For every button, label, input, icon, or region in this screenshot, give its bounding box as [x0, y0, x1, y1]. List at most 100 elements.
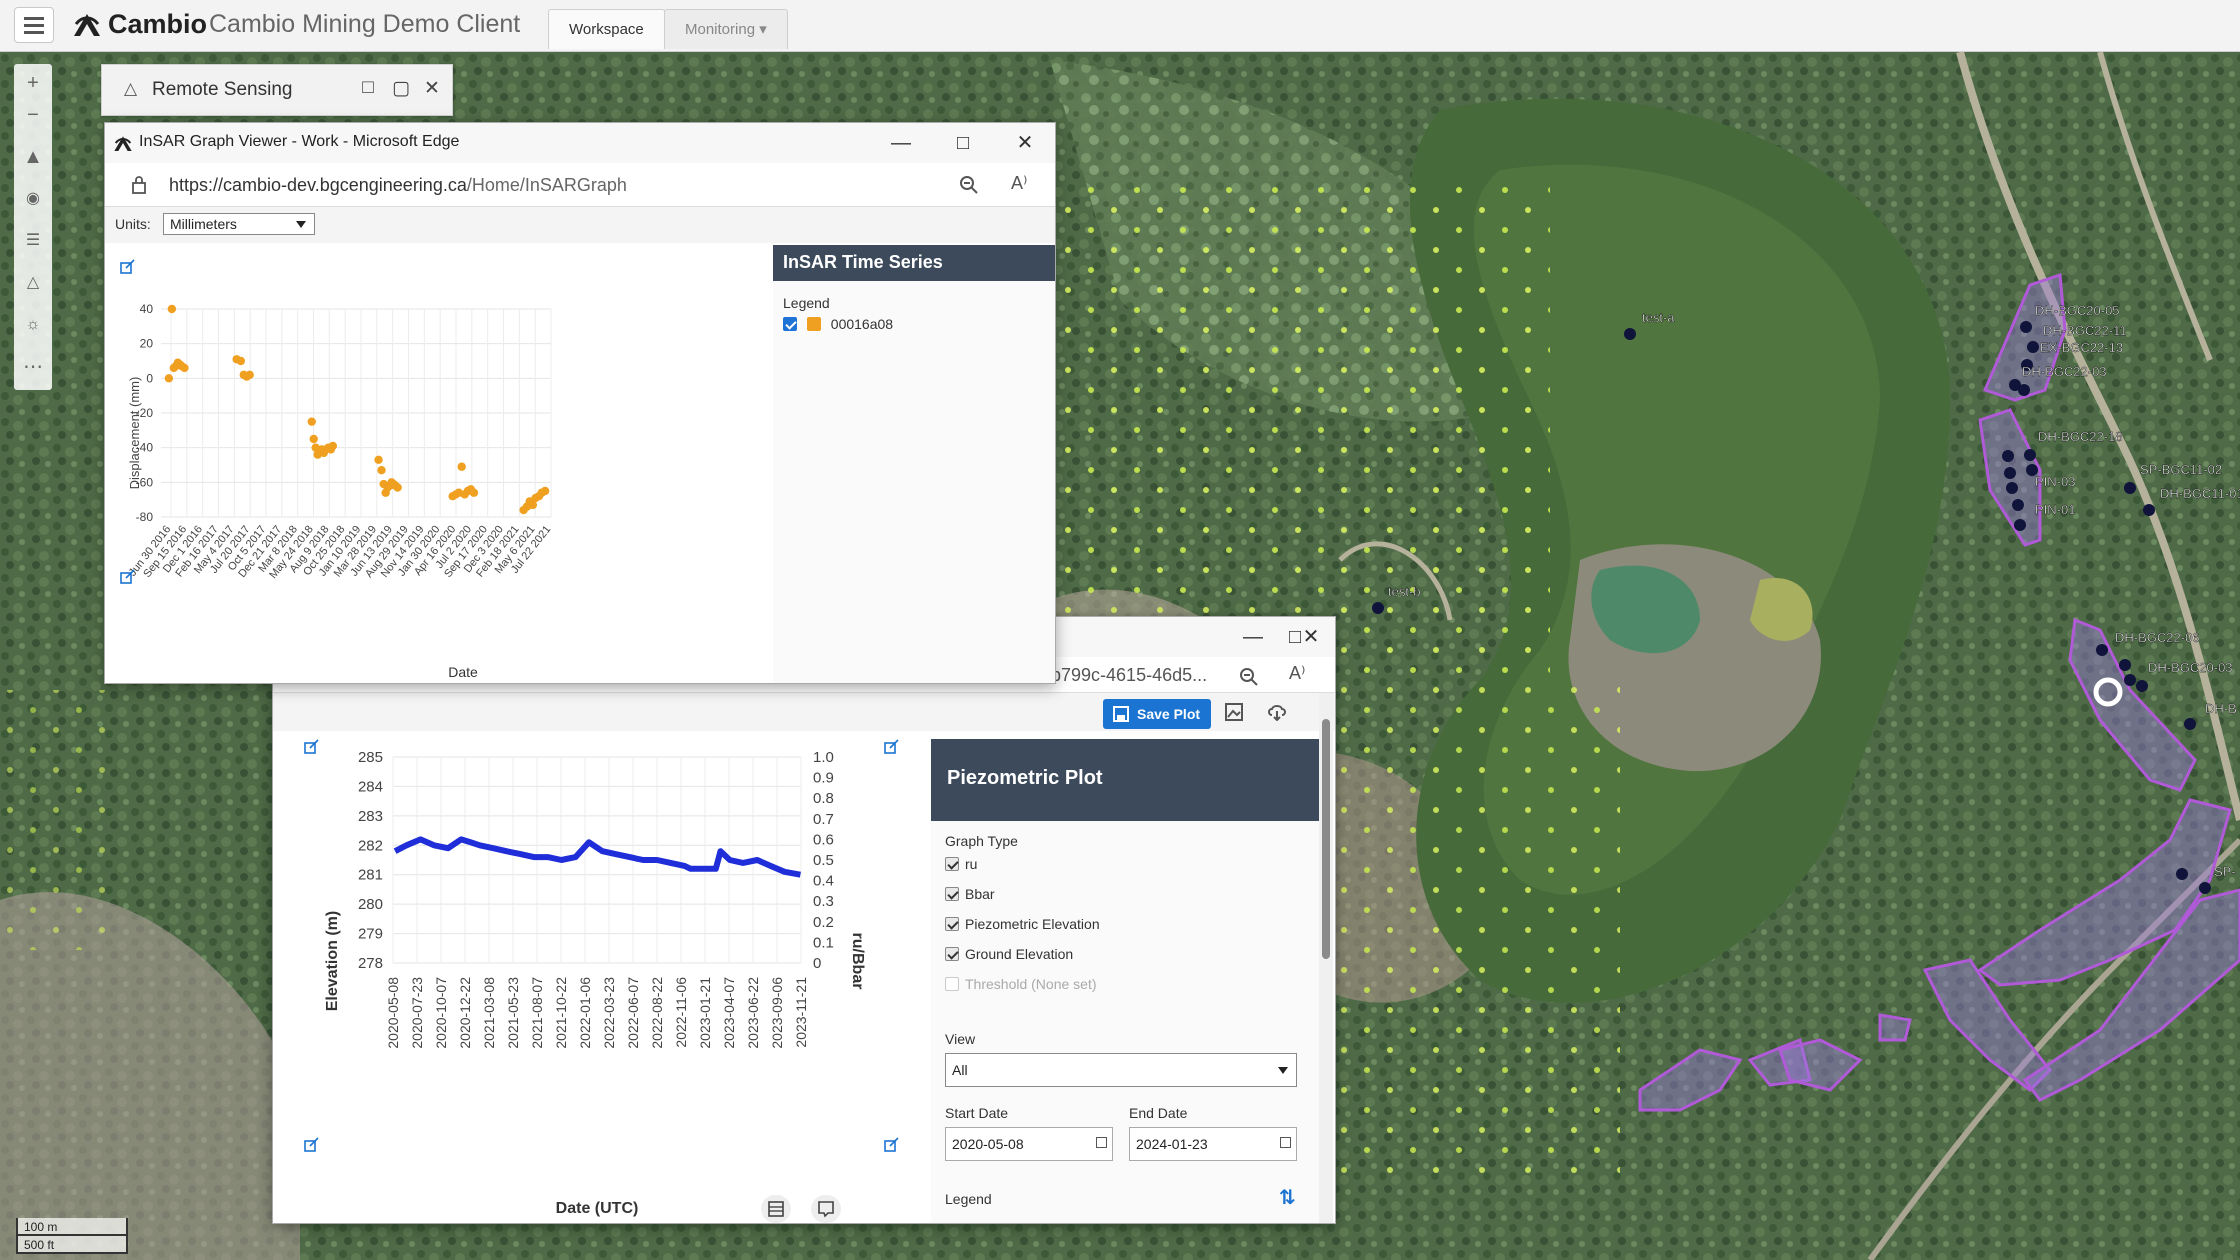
hamburger-menu-button[interactable] — [14, 7, 54, 43]
close-icon[interactable]: ✕ — [424, 78, 440, 99]
edit-icon[interactable] — [120, 569, 135, 584]
chart-series-line[interactable] — [393, 836, 801, 878]
more-icon[interactable]: ⋯ — [23, 356, 43, 378]
view-select-value: All — [952, 1062, 968, 1078]
maximize-button[interactable]: □ — [956, 132, 970, 154]
zoom-in-button[interactable]: + — [27, 72, 39, 94]
chat-icon[interactable]: □ — [362, 77, 374, 98]
option-ru[interactable]: ru — [945, 855, 977, 872]
checkbox[interactable] — [945, 947, 959, 962]
edit-icon[interactable] — [304, 1137, 319, 1152]
option-ground-elevation[interactable]: Ground Elevation — [945, 945, 1073, 962]
start-date-label: Start Date — [945, 1105, 1009, 1121]
checkbox[interactable] — [783, 317, 797, 332]
option-piezometric-elevation[interactable]: Piezometric Elevation — [945, 915, 1100, 932]
scrollbar[interactable] — [1319, 693, 1333, 1223]
checkbox[interactable] — [945, 857, 959, 872]
map-label: EX-BGC22-13 — [2040, 340, 2123, 355]
road — [1867, 837, 2240, 1260]
table-view-icon[interactable] — [761, 1195, 791, 1223]
tab-workspace[interactable]: Workspace — [548, 9, 665, 49]
data-point[interactable] — [377, 466, 386, 475]
url-text[interactable]: https://cambio-dev.bgcengineering.ca/Hom… — [169, 175, 627, 196]
x-tick-label: 2021-05-23 — [505, 977, 521, 1049]
save-plot-button[interactable]: Save Plot — [1103, 699, 1211, 729]
data-point[interactable] — [164, 374, 174, 383]
end-date-input[interactable]: 2024-01-23 — [1129, 1127, 1297, 1161]
data-point[interactable] — [236, 356, 246, 366]
y-tick-label: 281 — [358, 867, 383, 884]
minimize-button[interactable]: — — [891, 132, 911, 154]
layers-icon[interactable]: ☰ — [25, 232, 41, 249]
data-point[interactable] — [374, 455, 383, 464]
edit-icon[interactable] — [304, 739, 319, 754]
insar-panel-header: InSAR Time Series — [773, 245, 1055, 281]
checkbox[interactable] — [945, 887, 959, 902]
data-point[interactable] — [528, 500, 538, 510]
insar-legend-panel: Legend 00016a08 — [773, 281, 1055, 683]
edit-icon[interactable] — [120, 259, 135, 274]
y2-tick-label: 0.6 — [813, 831, 834, 848]
compass-icon[interactable]: ▲ — [23, 146, 43, 168]
start-date-input[interactable]: 2020-05-08 — [945, 1127, 1113, 1161]
y2-tick-label: 0.5 — [813, 852, 834, 869]
borehole-markers[interactable] — [1372, 321, 2211, 894]
x-tick-label: 2023-04-07 — [721, 977, 737, 1049]
lock-icon[interactable] — [131, 175, 147, 195]
view-label: View — [945, 1031, 976, 1047]
calendar-icon[interactable] — [1096, 1137, 1107, 1148]
insar-points — [1340, 680, 1620, 1180]
comment-icon[interactable] — [811, 1195, 841, 1223]
data-point[interactable] — [245, 370, 254, 380]
calendar-icon[interactable] — [1280, 1137, 1291, 1148]
road — [1956, 52, 2240, 821]
sun-icon[interactable]: ☼ — [25, 316, 41, 333]
edit-icon[interactable] — [884, 739, 899, 754]
data-point[interactable] — [328, 441, 338, 451]
zoom-icon[interactable] — [959, 175, 979, 195]
collapse-icon[interactable]: △ — [124, 79, 138, 98]
address-bar[interactable]: https://cambio-dev.bgcengineering.ca/Hom… — [105, 163, 1055, 207]
image-icon[interactable] — [1225, 703, 1243, 721]
piezometric-chart[interactable]: 285 284 283 282 281 280 279 278 1.0 0.9 0.8 0.7 0.6… — [273, 731, 929, 1224]
units-select[interactable]: Millimeters — [163, 213, 315, 235]
data-point[interactable] — [540, 486, 550, 496]
close-button[interactable]: ✕ — [1016, 132, 1034, 154]
globe-icon[interactable]: ◉ — [26, 190, 40, 207]
data-point[interactable] — [167, 304, 177, 314]
read-aloud-icon[interactable]: A⁾ — [1011, 173, 1028, 193]
data-point[interactable] — [307, 417, 316, 426]
view-select[interactable]: All — [945, 1053, 1297, 1087]
checkbox[interactable] — [945, 917, 959, 932]
scrollbar-thumb[interactable] — [1322, 719, 1330, 959]
edit-icon[interactable] — [884, 1137, 899, 1152]
option-bbar[interactable]: Bbar — [945, 885, 995, 902]
y-tick-label: 284 — [358, 778, 383, 795]
cloud-download-icon[interactable] — [1267, 703, 1287, 721]
zoom-out-button[interactable]: − — [27, 104, 39, 126]
brand-name: Cambio — [108, 9, 208, 39]
map-label: test-a — [1642, 310, 1675, 325]
data-point[interactable] — [393, 483, 402, 492]
y2-tick-label: 0.3 — [813, 893, 834, 910]
data-point[interactable] — [180, 363, 189, 373]
maximize-icon[interactable]: ▢ — [392, 78, 410, 99]
minimize-button[interactable]: — — [1243, 626, 1263, 648]
close-button[interactable]: ✕ — [1302, 626, 1320, 648]
read-aloud-icon[interactable]: A⁾ — [1289, 663, 1306, 683]
sort-icon[interactable]: ⇅ — [1279, 1187, 1296, 1209]
maximize-button[interactable]: □ — [1288, 626, 1302, 648]
zoom-icon[interactable] — [1239, 667, 1259, 687]
selected-borehole[interactable] — [2093, 677, 2123, 707]
data-point[interactable] — [309, 434, 318, 444]
data-point[interactable] — [457, 462, 466, 471]
x-tick-label: 2020-10-07 — [433, 977, 449, 1049]
legend-item[interactable]: 00016a08 — [783, 315, 893, 332]
tab-monitoring[interactable]: Monitoring ▾ — [664, 9, 788, 49]
monitoring-zones[interactable] — [1638, 272, 2240, 1112]
map-label: DH-BGC11-01 — [2160, 486, 2240, 501]
data-point[interactable] — [469, 488, 479, 497]
chart-series-points[interactable] — [164, 304, 550, 515]
triangle-icon[interactable]: △ — [26, 274, 40, 291]
